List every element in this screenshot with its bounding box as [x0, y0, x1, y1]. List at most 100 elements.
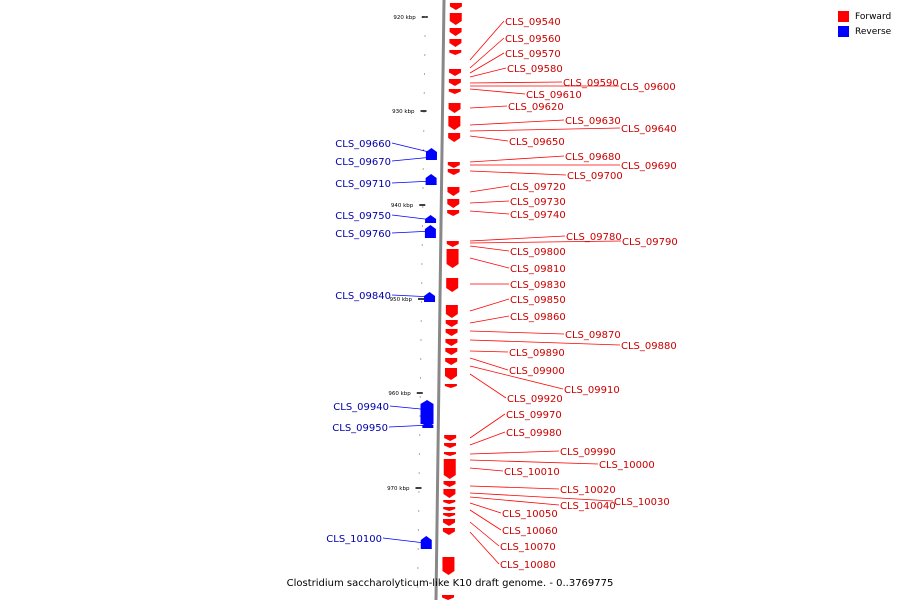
forward-gene-label: CLS_10040 — [560, 501, 616, 512]
legend-label-reverse: Reverse — [855, 26, 892, 37]
forward-gene-label: CLS_09900 — [509, 366, 565, 377]
forward-leader-line — [469, 450, 560, 455]
forward-gene-label: CLS_09970 — [506, 410, 562, 421]
forward-gene-label: CLS_09850 — [510, 295, 566, 306]
forward-leader-line — [469, 459, 599, 465]
forward-gene-block — [448, 79, 461, 86]
forward-gene-label: CLS_09620 — [508, 102, 564, 113]
forward-gene-label: CLS_09870 — [565, 330, 621, 341]
genome-axis-line — [434, 0, 446, 600]
forward-gene-label: CLS_09910 — [564, 385, 620, 396]
forward-gene-block — [449, 39, 462, 47]
forward-leader-line — [469, 413, 506, 439]
forward-leader-line — [469, 235, 566, 242]
forward-swatch — [838, 11, 849, 22]
reverse-gene-label: CLS_09750 — [335, 211, 391, 222]
forward-leader-line — [469, 155, 565, 163]
forward-gene-label: CLS_09720 — [510, 182, 566, 193]
reverse-leader-line — [391, 142, 434, 154]
label-leaders — [382, 20, 622, 565]
forward-leader-line — [469, 330, 565, 335]
forward-gene-block — [443, 489, 456, 498]
scale-label: 940 kbp — [391, 203, 414, 209]
forward-leader-line — [469, 496, 560, 506]
forward-gene-block — [445, 368, 458, 380]
legend: Forward Reverse — [838, 9, 891, 39]
forward-gene-label: CLS_09690 — [621, 161, 677, 172]
legend-item-reverse: Reverse — [838, 24, 891, 39]
forward-leader-line — [469, 52, 505, 74]
forward-gene-label: CLS_10050 — [502, 509, 558, 520]
forward-gene-label: CLS_09740 — [510, 210, 566, 221]
reverse-leader-line — [388, 424, 432, 428]
forward-gene-label: CLS_09560 — [505, 34, 561, 45]
forward-gene-block — [447, 210, 460, 216]
forward-gene-block — [449, 28, 462, 36]
reverse-gene-label: CLS_09710 — [335, 179, 391, 190]
reverse-leader-line — [391, 214, 434, 221]
forward-gene-label: CLS_09580 — [507, 64, 563, 75]
forward-leader-line — [469, 431, 506, 446]
scale-label: 920 kbp — [393, 15, 416, 21]
forward-gene-block — [444, 435, 457, 441]
forward-leader-line — [469, 67, 507, 78]
forward-leader-line — [469, 531, 500, 565]
forward-gene-label: CLS_10030 — [614, 497, 670, 508]
forward-gene-block — [445, 329, 458, 336]
forward-leader-line — [469, 502, 502, 514]
reverse-leader-line — [391, 230, 434, 234]
reverse-gene-label: CLS_09840 — [335, 291, 391, 302]
forward-gene-label: CLS_09790 — [622, 237, 678, 248]
forward-gene-block — [444, 443, 457, 448]
scale-layer: 920 kbp 930 kbp 940 kbp 950 kbp 960 kbp 970 k… — [387, 15, 428, 588]
forward-leader-line — [469, 210, 510, 215]
reverse-swatch — [838, 26, 849, 37]
forward-gene-label: CLS_09890 — [509, 348, 565, 359]
reverse-gene-label: CLS_09940 — [333, 402, 389, 413]
forward-leader-line — [469, 492, 614, 502]
forward-leader-line — [469, 170, 567, 176]
forward-gene-block — [447, 169, 460, 175]
forward-leader-line — [469, 485, 560, 490]
forward-gene-block — [443, 519, 456, 526]
forward-gene-block — [446, 249, 459, 268]
forward-leader-line — [469, 365, 564, 390]
reverse-leader-line — [391, 294, 434, 298]
forward-gene-block — [448, 116, 461, 130]
forward-gene-block — [443, 481, 456, 487]
forward-leader-line — [469, 240, 622, 244]
forward-gene-block — [445, 348, 458, 355]
forward-gene-block — [442, 528, 455, 535]
forward-gene-label: CLS_09990 — [560, 447, 616, 458]
forward-leader-line — [469, 357, 509, 371]
map-caption: Clostridium saccharolyticum-like K10 dra… — [286, 578, 614, 589]
forward-leader-line — [469, 298, 510, 312]
forward-gene-label: CLS_10080 — [500, 560, 556, 571]
gene-labels: CLS_09540CLS_09560CLS_09570CLS_09580CLS_… — [326, 17, 677, 571]
forward-gene-label: CLS_10020 — [560, 485, 616, 496]
reverse-leader-line — [391, 180, 434, 184]
forward-leader-line — [469, 119, 565, 126]
reverse-gene-label: CLS_09950 — [332, 423, 388, 434]
forward-gene-label: CLS_10010 — [504, 467, 560, 478]
reverse-gene-label: CLS_09660 — [335, 139, 391, 150]
forward-gene-block — [449, 13, 462, 25]
forward-gene-block — [445, 339, 458, 346]
legend-label-forward: Forward — [855, 11, 892, 22]
forward-gene-block — [446, 241, 459, 247]
forward-gene-label: CLS_09640 — [621, 124, 677, 135]
forward-gene-block — [448, 103, 461, 113]
forward-gene-block — [447, 187, 460, 196]
forward-gene-label: CLS_09830 — [510, 280, 566, 291]
reverse-leader-line — [391, 156, 434, 162]
forward-leader-line — [469, 105, 508, 109]
forward-leader-line — [469, 509, 502, 531]
forward-leader-line — [469, 373, 507, 399]
forward-gene-block — [442, 595, 455, 600]
forward-leader-line — [469, 315, 510, 324]
gene-blocks — [420, 3, 462, 600]
forward-leader-line — [469, 88, 526, 95]
forward-gene-block — [443, 452, 456, 456]
forward-gene-label: CLS_09920 — [507, 394, 563, 405]
reverse-gene-block — [425, 174, 437, 185]
